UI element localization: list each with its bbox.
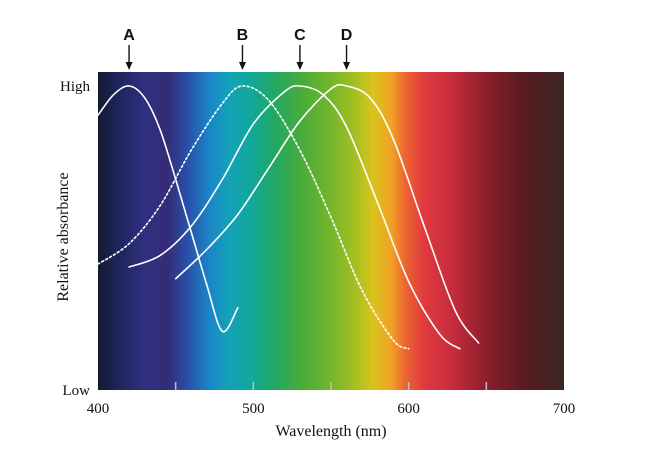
peak-marker-a: A	[123, 27, 135, 70]
curve-a	[97, 85, 239, 333]
down-arrow-icon	[238, 62, 246, 70]
spectrum-background	[98, 72, 564, 390]
curve-c	[128, 85, 461, 350]
peak-marker-label: B	[237, 27, 249, 44]
x-tick-label: 600	[397, 401, 420, 417]
y-axis-label: Relative absorbance	[55, 172, 72, 301]
y-tick-label-high: High	[60, 79, 91, 95]
peak-marker-label: C	[294, 27, 306, 44]
down-arrow-icon	[125, 62, 133, 70]
peak-marker-c: C	[294, 27, 306, 70]
x-axis-label: Wavelength (nm)	[275, 423, 386, 440]
peak-marker-d: D	[341, 27, 353, 70]
x-tick-label: 400	[87, 401, 110, 417]
curve-d	[174, 83, 480, 344]
x-tick-label: 500	[242, 401, 265, 417]
x-tick-label: 700	[553, 401, 576, 417]
peak-marker-b: B	[237, 27, 249, 70]
y-tick-label-low: Low	[63, 383, 91, 399]
down-arrow-icon	[296, 62, 304, 70]
down-arrow-icon	[343, 62, 351, 70]
curve-b	[97, 85, 410, 350]
peak-marker-label: A	[123, 27, 135, 44]
peak-marker-label: D	[341, 27, 353, 44]
